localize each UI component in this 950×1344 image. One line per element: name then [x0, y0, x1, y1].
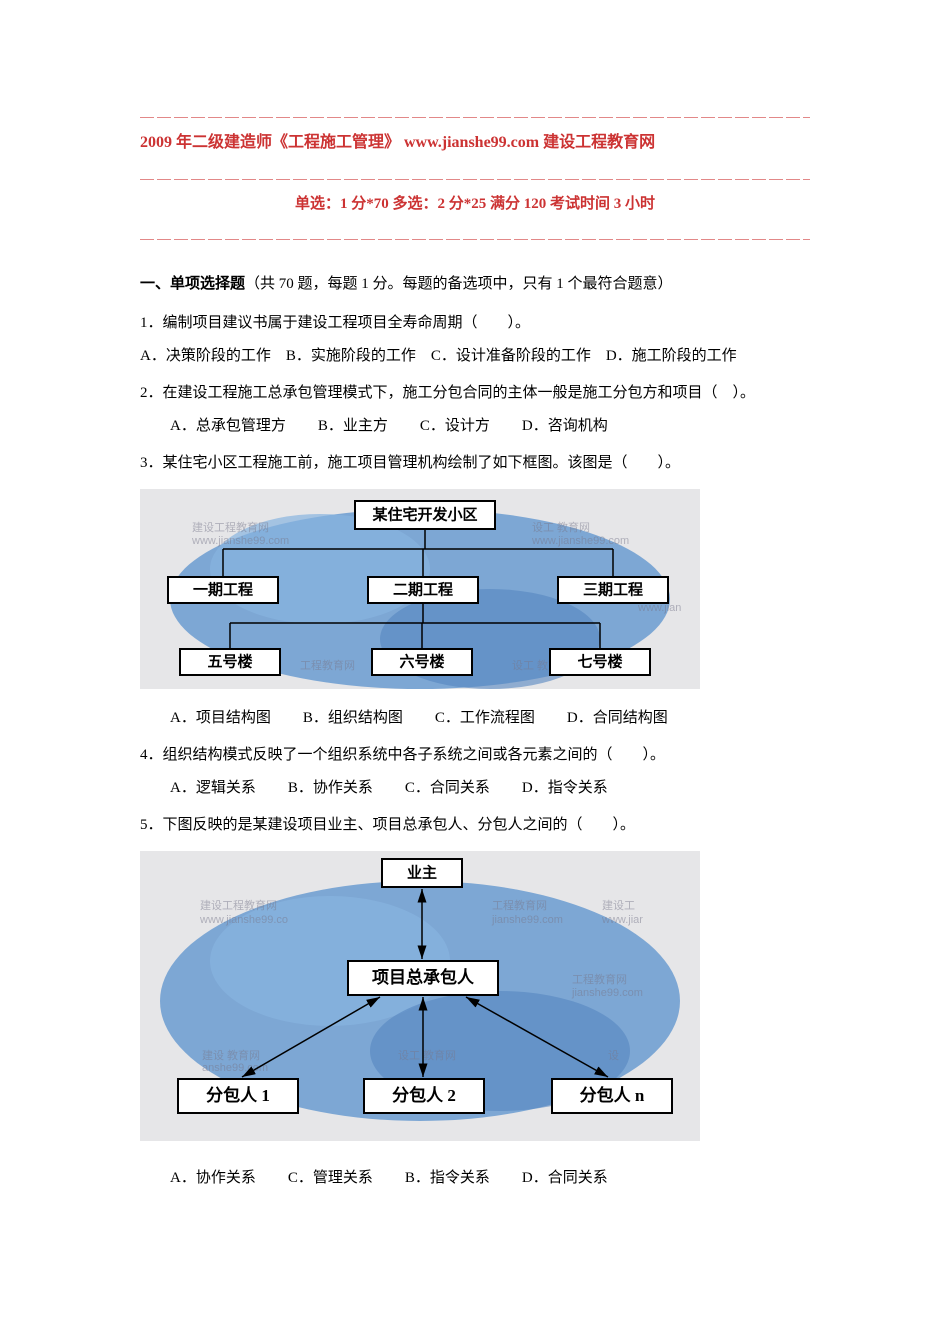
node-b6: 六号楼: [399, 653, 444, 671]
q3-option-b: B．组织结构图: [303, 705, 403, 732]
node-s2: 分包人 2: [392, 1085, 456, 1105]
section-1-header: 一、单项选择题（共 70 题，每题 1 分。每题的备选项中，只有 1 个最符合题…: [140, 271, 810, 298]
watermark: 建设工: [602, 898, 635, 912]
question-3-diagram: 建设工程教育网 www.jianshe99.com 设工 教育网 www.jia…: [140, 489, 810, 689]
question-5-options: A．协作关系 C．管理关系 B．指令关系 D．合同关系: [170, 1165, 810, 1192]
q2-option-b: B．业主方: [318, 413, 388, 440]
q2-option-a: A．总承包管理方: [170, 413, 286, 440]
node-b7: 七号楼: [577, 653, 622, 671]
header-subtitle: 单选：1 分*70 多选：2 分*25 满分 120 考试时间 3 小时: [140, 187, 810, 222]
watermark: www.jianshe99.com: [191, 535, 289, 547]
q5-option-d: D．合同关系: [522, 1165, 608, 1192]
q2-option-d: D．咨询机构: [522, 413, 608, 440]
question-3-stem: 3．某住宅小区工程施工前，施工项目管理机构绘制了如下框图。该图是（ ）。: [140, 450, 810, 477]
question-4-options: A．逻辑关系 B．协作关系 C．合同关系 D．指令关系: [170, 775, 810, 802]
question-5-diagram: 建设工程教育网 www.jianshe99.co 工程教育网 jianshe99…: [140, 851, 810, 1141]
node-p1: 一期工程: [193, 581, 253, 599]
q2-option-c: C．设计方: [420, 413, 490, 440]
watermark: 工程教育网: [572, 972, 627, 986]
section-1-label-bold: 一、单项选择题: [140, 276, 245, 292]
watermark: www.jianshe99.co: [199, 914, 288, 926]
q5-option-c: C．管理关系: [288, 1165, 373, 1192]
watermark: 建设工程教育网: [200, 898, 277, 912]
q4-option-c: C．合同关系: [405, 775, 490, 802]
q5-option-a: A．协作关系: [170, 1165, 256, 1192]
question-4-stem: 4．组织结构模式反映了一个组织系统中各子系统之间或各元素之间的（ ）。: [140, 742, 810, 769]
header-dash-top: ＿＿＿＿＿＿＿＿＿＿＿＿＿＿＿＿＿＿＿＿＿＿＿＿＿＿＿＿＿＿＿＿＿＿＿＿＿＿＿＿: [140, 100, 810, 125]
watermark: 设: [608, 1049, 619, 1062]
q3-option-c: C．工作流程图: [435, 705, 535, 732]
node-s1: 分包人 1: [206, 1085, 270, 1105]
node-p2: 二期工程: [393, 581, 453, 599]
watermark: 设工 教育网: [532, 520, 590, 534]
header-title: 2009 年二级建造师《工程施工管理》 www.jianshe99.com 建设…: [140, 125, 810, 162]
watermark: www.jianshe99.com: [531, 535, 629, 547]
watermark: www.jiar: [601, 914, 643, 926]
node-gc: 项目总承包人: [372, 967, 475, 987]
question-1-options: A．决策阶段的工作 B．实施阶段的工作 C．设计准备阶段的工作 D．施工阶段的工…: [140, 343, 810, 370]
question-1-stem: 1．编制项目建议书属于建设工程项目全寿命周期（ ）。: [140, 310, 810, 337]
question-5-stem: 5．下图反映的是某建设项目业主、项目总承包人、分包人之间的（ ）。: [140, 812, 810, 839]
header-dash-bottom: ＿＿＿＿＿＿＿＿＿＿＿＿＿＿＿＿＿＿＿＿＿＿＿＿＿＿＿＿＿＿＿＿＿＿＿＿＿＿＿＿: [140, 222, 810, 247]
watermark: jianshe99.com: [571, 987, 643, 999]
watermark: 设工 教育网: [398, 1048, 456, 1062]
node-owner: 业主: [407, 864, 437, 882]
node-sn: 分包人 n: [580, 1085, 645, 1105]
watermark: 建设工程教育网: [192, 520, 269, 534]
q5-option-b: B．指令关系: [405, 1165, 490, 1192]
watermark: 工程教育网: [492, 898, 547, 912]
q4-option-d: D．指令关系: [522, 775, 608, 802]
q3-option-a: A．项目结构图: [170, 705, 271, 732]
watermark: 工程教育网: [300, 658, 355, 672]
header-dash-mid: ＿＿＿＿＿＿＿＿＿＿＿＿＿＿＿＿＿＿＿＿＿＿＿＿＿＿＿＿＿＿＿＿＿＿＿＿＿＿＿＿: [140, 162, 810, 187]
question-2-options: A．总承包管理方 B．业主方 C．设计方 D．咨询机构: [170, 413, 810, 440]
q4-option-a: A．逻辑关系: [170, 775, 256, 802]
node-p3: 三期工程: [583, 581, 643, 599]
q4-option-b: B．协作关系: [288, 775, 373, 802]
watermark: jianshe99.com: [491, 914, 563, 926]
section-1-label-rest: （共 70 题，每题 1 分。每题的备选项中，只有 1 个最符合题意）: [245, 276, 673, 292]
question-2-stem: 2．在建设工程施工总承包管理模式下，施工分包合同的主体一般是施工分包方和项目（ …: [140, 380, 810, 407]
watermark: 建设 教育网: [202, 1048, 260, 1062]
q3-option-d: D．合同结构图: [567, 705, 668, 732]
node-root: 某住宅开发小区: [372, 506, 477, 524]
question-3-options: A．项目结构图 B．组织结构图 C．工作流程图 D．合同结构图: [170, 705, 810, 732]
node-b5: 五号楼: [207, 653, 252, 671]
